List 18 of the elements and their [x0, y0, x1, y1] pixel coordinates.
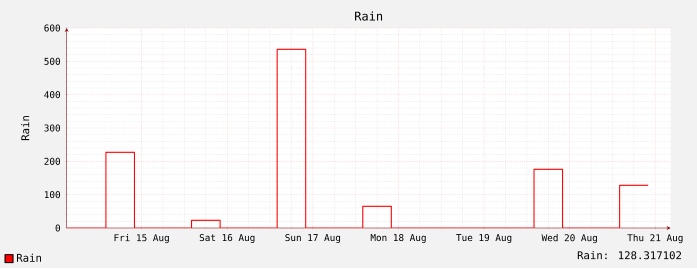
x-tick-label: Thu 21 Aug	[627, 234, 683, 244]
x-tick-label: Tue 19 Aug	[456, 234, 512, 243]
y-tick-label: 500	[44, 58, 60, 65]
x-tick-label: Sun 17 Aug	[285, 234, 340, 243]
y-tick-label: 100	[44, 191, 60, 198]
chart-title: Rain	[355, 11, 382, 21]
x-tick-label: Sat 16 Aug	[200, 234, 254, 243]
y-tick-label: 200	[44, 158, 60, 165]
y-tick-label: 300	[44, 124, 60, 132]
y-tick-label: 0	[56, 224, 60, 232]
y-tick-label: 400	[44, 91, 60, 98]
x-tick-label: Wed 20 Aug	[542, 234, 597, 244]
x-tick-label: Fri 15 Aug	[114, 234, 169, 244]
y-tick-label: 600	[44, 24, 60, 32]
y-axis-title: Rain	[21, 116, 30, 140]
legend-label: Rain	[16, 254, 41, 262]
x-tick-label: Mon 18 Aug	[370, 234, 426, 243]
text: Rain: 128.317102	[578, 251, 682, 260]
